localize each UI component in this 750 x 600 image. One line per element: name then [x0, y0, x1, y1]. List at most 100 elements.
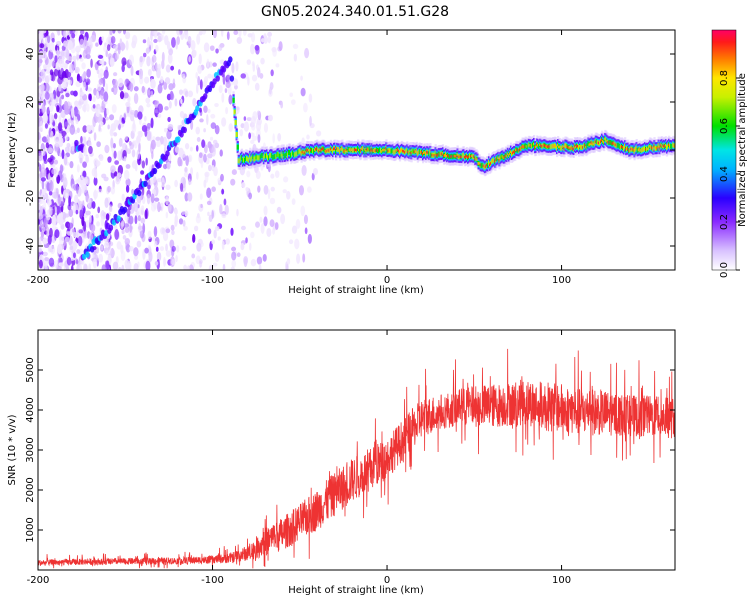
spectrogram-noise-cell: [186, 265, 190, 270]
spectrogram-noise-cell: [195, 83, 199, 94]
spectrogram-noise-cell: [129, 224, 133, 233]
spectrogram-noise-cell: [49, 159, 54, 165]
spectrogram-noise-cell: [245, 237, 248, 244]
spectrogram-noise-cell: [175, 254, 178, 263]
spectrogram-noise-cell: [67, 118, 72, 124]
spectrogram-noise-cell: [133, 247, 139, 257]
spectrogram-noise-cell: [86, 124, 92, 133]
spectrogram-noise-cell: [75, 45, 81, 53]
spectrogram-noise-cell: [97, 206, 101, 214]
spectrogram-noise-cell: [108, 206, 113, 213]
spectrogram-noise-cell: [183, 264, 188, 270]
spectrogram-noise-cell: [74, 66, 80, 74]
spectrogram-noise-cell: [69, 124, 76, 135]
spectrogram-noise-cell: [54, 259, 59, 269]
spectrogram-noise-cell: [212, 30, 217, 39]
spectrogram-noise-cell: [38, 85, 42, 93]
spectrogram-noise-cell: [233, 30, 239, 36]
spectrogram-noise-cell: [134, 215, 138, 225]
spectrogram-noise-cell: [124, 237, 131, 246]
spectrogram-noise-cell: [80, 179, 86, 189]
spectrogram-noise-cell: [190, 40, 196, 51]
spectrogram-noise-cell: [143, 115, 147, 122]
spectrogram-noise-cell: [94, 63, 99, 69]
spectrogram-noise-cell: [124, 259, 130, 270]
spectrogram-noise-cell: [231, 246, 237, 252]
spectrogram-noise-cell: [204, 172, 209, 184]
spectrogram-noise-cell: [85, 45, 91, 57]
spectrogram-noise-cell: [116, 172, 122, 179]
spectrogram-noise-cell: [307, 233, 312, 244]
spectrogram-noise-cell: [267, 189, 271, 200]
spectrogram-noise-cell: [76, 100, 83, 110]
spectrogram-noise-cell: [66, 49, 70, 61]
spectrogram-ytick-label: 40: [25, 48, 36, 61]
spectrogram-noise-cell: [58, 136, 64, 148]
snr-ylabel: SNR (10 * v/v): [7, 414, 18, 485]
spectrogram-noise-cell: [167, 116, 171, 123]
spectrogram-noise-cell: [260, 38, 266, 43]
spectrogram-noise-cell: [230, 178, 236, 186]
spectrogram-noise-cell: [201, 30, 207, 35]
spectrogram-noise-cell: [117, 77, 124, 88]
spectrogram-noise-cell: [191, 253, 196, 259]
spectrogram-noise-cell: [38, 237, 42, 247]
spectrogram-noise-cell: [163, 256, 166, 268]
spectrogram-noise-cell: [124, 227, 130, 233]
spectrogram-noise-cell: [47, 234, 52, 245]
spectrogram-noise-cell: [206, 58, 210, 68]
snr-xtick-label: -200: [27, 575, 50, 586]
spectrogram-noise-cell: [198, 31, 203, 36]
spectrogram-noise-cell: [62, 177, 68, 189]
spectrogram-noise-cell: [203, 153, 207, 163]
spectrogram-noise-cell: [184, 210, 189, 217]
spectrogram-noise-cell: [123, 30, 127, 35]
spectrogram-noise-cell: [162, 231, 169, 242]
spectrogram-noise-cell: [174, 208, 178, 215]
spectrogram-noise-cell: [228, 94, 233, 105]
spectrogram-noise-cell: [280, 101, 284, 109]
spectrogram-noise-cell: [76, 164, 80, 173]
spectrogram-noise-cell: [87, 37, 93, 44]
spectrogram-noise-cell: [203, 128, 207, 133]
spectrogram-noise-cell: [78, 76, 83, 83]
spectrogram-noise-cell: [73, 59, 77, 70]
spectrogram-noise-cell: [286, 258, 291, 265]
spectrogram-noise-cell: [162, 163, 168, 170]
spectrogram-noise-cell: [251, 74, 258, 82]
spectrogram-noise-cell: [87, 136, 91, 147]
spectrogram-noise-cell: [54, 229, 60, 239]
spectrogram-noise-cell: [117, 123, 121, 131]
spectrogram-noise-cell: [101, 36, 105, 42]
spectrogram-noise-cell: [250, 258, 257, 267]
spectrogram-noise-cell: [117, 30, 122, 34]
spectrogram-noise-cell: [128, 215, 134, 225]
spectrogram-noise-cell: [82, 161, 87, 168]
colorbar-gradient: [711, 29, 737, 271]
spectrogram-noise-cell: [151, 54, 157, 63]
spectrogram-noise-cell: [249, 132, 255, 137]
spectrogram-noise-cell: [121, 193, 125, 201]
spectrogram-noise-cell: [187, 192, 193, 202]
spectrogram-noise-cell: [139, 55, 143, 63]
spectrogram-noise-cell: [75, 209, 79, 215]
spectrogram-noise-cell: [192, 97, 197, 107]
spectrogram-noise-cell: [238, 30, 242, 38]
spectrogram-noise-cell: [71, 107, 75, 119]
spectrogram-noise-cell: [163, 127, 168, 133]
spectrogram-noise-cell: [67, 222, 74, 229]
spectrogram-noise-cell: [60, 174, 64, 183]
spectrogram-noise-cell: [250, 231, 255, 239]
spectrogram-noise-cell: [55, 61, 59, 71]
spectrogram-noise-cell: [288, 239, 294, 245]
spectrogram-noise-cell: [155, 44, 159, 53]
spectrogram-noise-cell: [259, 72, 264, 79]
spectrogram-noise-cell: [41, 104, 46, 114]
spectrogram-noise-cell: [82, 200, 85, 209]
spectrogram-noise-cell: [290, 99, 296, 105]
spectrogram-noise-cell: [68, 71, 72, 78]
spectrogram-noise-cell: [177, 69, 181, 75]
spectrogram-noise-cell: [78, 200, 83, 209]
spectrogram-noise-cell: [196, 213, 200, 219]
spectrogram-xtick-label: -200: [27, 275, 50, 286]
